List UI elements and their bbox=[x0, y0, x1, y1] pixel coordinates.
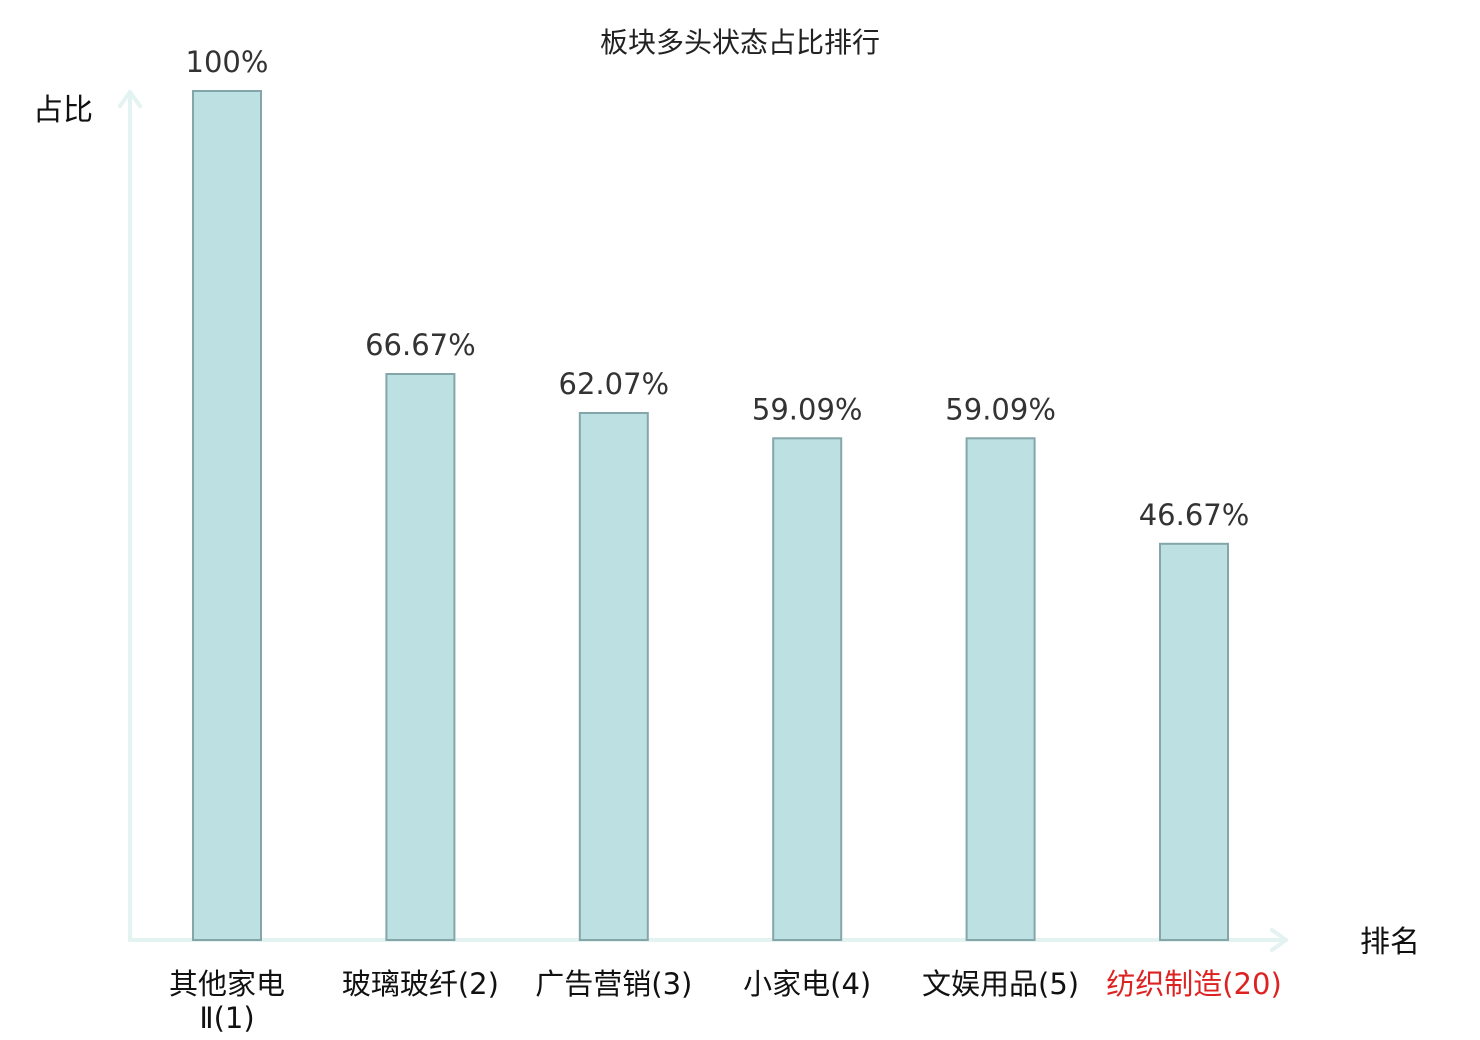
x-axis-label: 排名 bbox=[1360, 925, 1420, 960]
value-label-4: 59.09% bbox=[752, 392, 863, 426]
bar-2 bbox=[385, 373, 456, 941]
category-label-3: 广告营销(3) bbox=[535, 967, 692, 1001]
value-label-6: 46.67% bbox=[1139, 498, 1250, 532]
y-axis-label: 占比 bbox=[33, 93, 93, 128]
category-label-1: 其他家电 Ⅱ(1) bbox=[169, 967, 285, 1035]
category-label-5-line-1: 文娱用品(5) bbox=[922, 967, 1079, 1001]
category-label-5: 文娱用品(5) bbox=[922, 967, 1079, 1001]
value-label-1: 100% bbox=[186, 45, 269, 79]
category-label-6: 纺织制造(20) bbox=[1106, 967, 1282, 1001]
value-label-5: 59.09% bbox=[945, 392, 1056, 426]
category-label-4-line-1: 小家电(4) bbox=[743, 967, 871, 1001]
bar-1 bbox=[192, 90, 262, 941]
category-label-1-line-1: 其他家电 bbox=[169, 967, 285, 1001]
category-label-4: 小家电(4) bbox=[743, 967, 871, 1001]
value-label-3: 62.07% bbox=[559, 367, 670, 401]
bar-5 bbox=[965, 437, 1036, 941]
category-label-1-line-2: Ⅱ(1) bbox=[199, 1001, 254, 1035]
bar-3 bbox=[578, 412, 649, 941]
category-labels-group: 其他家电 Ⅱ(1) 玻璃玻纤(2) 广告营销(3) 小家电(4) 文娱用品(5) 纺织制造(… bbox=[169, 967, 1282, 1035]
bar-4 bbox=[772, 437, 843, 941]
chart-title: 板块多头状态占比排行 bbox=[600, 26, 880, 59]
category-label-2: 玻璃玻纤(2) bbox=[342, 967, 499, 1001]
category-label-2-line-1: 玻璃玻纤(2) bbox=[342, 967, 499, 1001]
y-axis bbox=[118, 90, 142, 942]
x-axis bbox=[128, 928, 1288, 952]
bars-group bbox=[192, 90, 1229, 941]
value-labels-group: 100% 66.67% 62.07% 59.09% 59.09% 46.67% bbox=[186, 45, 1250, 532]
category-label-3-line-1: 广告营销(3) bbox=[535, 967, 692, 1001]
value-label-2: 66.67% bbox=[365, 328, 476, 362]
bar-6 bbox=[1159, 542, 1229, 941]
category-label-6-line-1: 纺织制造(20) bbox=[1106, 967, 1282, 1001]
